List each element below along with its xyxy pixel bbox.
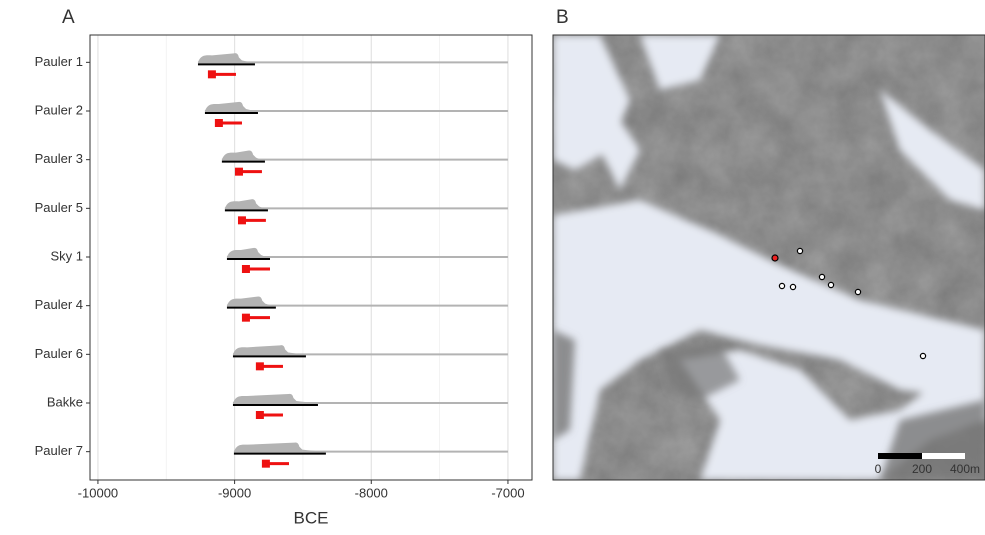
x-tick-label: -9000 [218, 485, 251, 500]
density [197, 53, 255, 63]
y-tick-label: Pauler 2 [35, 102, 83, 117]
site [827, 281, 835, 289]
panel-label: B [556, 7, 569, 28]
scale-bar [878, 453, 922, 459]
density [232, 345, 306, 355]
estimate-point [237, 216, 246, 225]
map: 0 200 400m [553, 35, 985, 480]
site [919, 352, 927, 360]
ridges [553, 330, 985, 480]
x-tick-label: -10000 [78, 485, 118, 500]
scale-label: 400m [950, 462, 980, 476]
estimate-point [255, 411, 264, 419]
estimate-point [214, 119, 223, 127]
density [221, 150, 265, 160]
site [796, 247, 804, 255]
site [854, 288, 862, 296]
y-tick-label: Pauler 4 [35, 297, 83, 312]
site [789, 283, 797, 291]
panel-label: A [62, 7, 75, 28]
scale-label: 0 [875, 462, 882, 476]
y-tick-label: Pauler 1 [35, 54, 83, 69]
density [226, 247, 270, 257]
density [224, 199, 268, 209]
y-tick-label: Pauler 6 [35, 346, 83, 361]
estimate-point [261, 459, 270, 468]
y-tick-label: Pauler 7 [35, 443, 83, 458]
site [818, 273, 826, 281]
x-tick-label: -7000 [491, 485, 524, 500]
x-tick-label: -8000 [355, 485, 388, 500]
y-tick-label: Pauler 3 [35, 151, 83, 166]
y-tick-label: Pauler 5 [35, 200, 83, 215]
x-axis-title: BCE [294, 508, 329, 527]
density [204, 101, 258, 111]
density [226, 296, 276, 306]
valleys [553, 35, 985, 480]
estimate-point [234, 167, 243, 176]
site [778, 282, 786, 290]
estimate-point [241, 313, 250, 322]
y-tick-label: Bakke [47, 394, 83, 409]
scale-bar [922, 453, 965, 459]
density [233, 442, 326, 452]
density [232, 393, 318, 403]
site-highlight [771, 254, 779, 262]
estimate-point [241, 265, 250, 273]
y-tick-label: Sky 1 [50, 248, 83, 263]
plot-a [97, 35, 509, 480]
estimate-point [255, 362, 264, 371]
map-frame [552, 34, 985, 481]
sites [771, 247, 927, 360]
scale-label: 200 [912, 462, 932, 476]
estimate-point [207, 70, 216, 79]
